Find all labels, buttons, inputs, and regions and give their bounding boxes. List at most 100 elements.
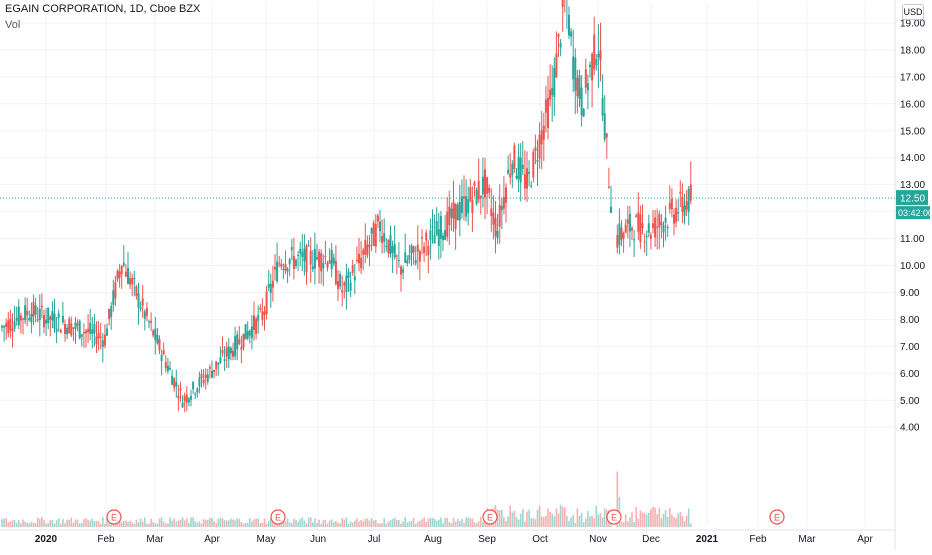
volume-bar (669, 508, 671, 527)
candle-body (55, 328, 58, 332)
candle-body (597, 53, 600, 58)
candle-body (66, 327, 69, 335)
candle-body (538, 134, 541, 159)
candle-body (261, 311, 264, 321)
volume-bar (123, 520, 125, 527)
candle-body (103, 334, 106, 346)
volume-bar (282, 519, 285, 527)
candle-body (628, 214, 631, 232)
candle-body (183, 396, 186, 401)
candle-body (318, 251, 321, 268)
volume-bar (91, 518, 94, 527)
candle-body (297, 254, 300, 256)
candle-body (236, 334, 239, 350)
candle-body (82, 332, 85, 334)
candle-body (160, 354, 163, 361)
volume-bar (442, 523, 444, 527)
candle-body (410, 245, 413, 254)
candle-body (448, 206, 451, 225)
volume-bar (34, 523, 37, 527)
candle-body (616, 235, 619, 248)
volume-bar (366, 518, 369, 527)
candle-body (526, 168, 528, 189)
candle-body (112, 290, 115, 305)
volume-bar (557, 513, 560, 527)
candle-body (561, 0, 564, 8)
candle-body (544, 99, 547, 113)
y-tick-label: 8.00 (900, 315, 920, 326)
candle-body (662, 224, 665, 233)
x-tick-label: Sep (478, 534, 496, 545)
candle-body (110, 306, 113, 318)
volume-bar (5, 517, 7, 527)
candle-body (232, 350, 234, 357)
volume-bar (356, 518, 358, 527)
candle-body (515, 175, 518, 179)
y-tick-label: 17.00 (900, 72, 925, 83)
y-tick-label: 18.00 (900, 45, 925, 56)
candle-body (190, 396, 192, 400)
candle-body (166, 365, 169, 372)
volume-bar (165, 523, 167, 527)
candle-body (219, 357, 222, 363)
volume-bar (654, 507, 656, 527)
candle-body (171, 375, 174, 385)
volume-bar (629, 517, 631, 527)
volume-bar (211, 517, 213, 527)
volume-bar (347, 523, 350, 527)
candle-body (122, 262, 125, 266)
volume-bar (517, 519, 520, 527)
volume-bar (650, 509, 652, 527)
candle-body (479, 195, 482, 199)
candle-body (402, 269, 405, 273)
volume-bar (41, 517, 43, 527)
volume-bar (7, 522, 10, 527)
candle-body (28, 318, 31, 321)
candle-body (32, 302, 35, 317)
volume-bar (284, 521, 287, 527)
volume-bar (223, 520, 226, 527)
candle-body (324, 256, 327, 258)
volume-bar (641, 512, 644, 527)
candle-body (177, 395, 180, 399)
candle-body (242, 333, 245, 348)
candle-body (389, 234, 392, 255)
volume-bar (480, 516, 482, 527)
candle-body (204, 374, 207, 378)
candle-body (135, 286, 138, 296)
candle-body (534, 147, 537, 152)
candle-body (647, 223, 650, 233)
volume-bar (452, 517, 455, 527)
candle-body (305, 245, 308, 273)
volume-bar (68, 519, 70, 527)
y-tick-label: 7.00 (900, 342, 920, 353)
candle-body (465, 196, 468, 217)
candle-body (639, 214, 642, 243)
candle-body (250, 326, 253, 339)
volume-bar (429, 517, 432, 527)
volume-bar (286, 518, 289, 527)
candle-body (605, 133, 608, 138)
volume-bar (263, 518, 266, 527)
candle-body (162, 350, 165, 355)
candle-body (607, 186, 610, 188)
candle-body (643, 241, 646, 243)
volume-bar (522, 509, 524, 527)
candle-body (59, 329, 62, 333)
volume-bar (45, 523, 47, 527)
candle-body (292, 255, 295, 269)
volume-bar (192, 517, 194, 527)
candle-body (406, 260, 409, 264)
candle-body (91, 329, 94, 334)
currency-button[interactable]: USD (902, 4, 924, 20)
candle-body (257, 315, 260, 321)
volume-bar (379, 523, 381, 527)
candle-body (439, 215, 442, 239)
candle-body (187, 398, 190, 403)
volume-bar (620, 522, 623, 527)
candle-body (225, 347, 228, 357)
volume-bar (526, 511, 528, 527)
candle-body (437, 229, 440, 247)
